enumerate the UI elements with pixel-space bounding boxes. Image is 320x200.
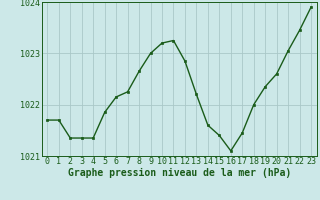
X-axis label: Graphe pression niveau de la mer (hPa): Graphe pression niveau de la mer (hPa)	[68, 168, 291, 178]
